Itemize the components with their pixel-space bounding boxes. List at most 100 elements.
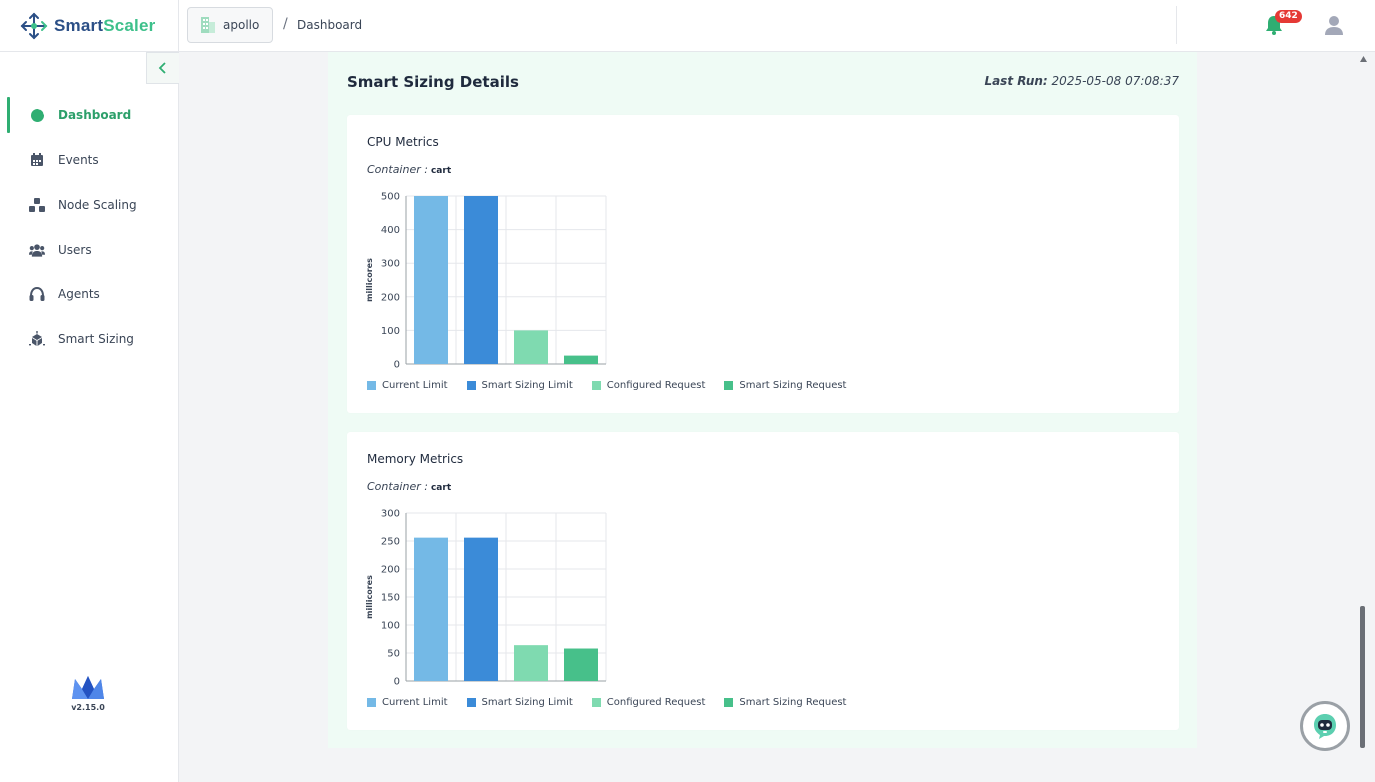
sidebar-item-label: Smart Sizing [58, 332, 134, 346]
page-scrollbar[interactable] [1360, 52, 1375, 782]
pie-chart-icon [29, 107, 45, 123]
last-run-label: Last Run: [984, 74, 1048, 88]
bar-smart-sizing-limit [464, 196, 498, 364]
bar-configured-request [514, 645, 548, 681]
scrollbar-thumb[interactable] [1360, 606, 1365, 748]
last-run-value: 2025-05-08 07:08:37 [1051, 74, 1179, 88]
sidebar-item-dashboard[interactable]: Dashboard [0, 97, 178, 133]
building-icon [201, 17, 215, 33]
header-divider [178, 0, 179, 52]
y-axis-label: millicores [365, 258, 374, 302]
legend-label: Current Limit [382, 380, 448, 391]
top-header: SmartScaler apollo / Dashboard 642 [0, 0, 1375, 52]
bar-configured-request [514, 330, 548, 364]
memory-chart-legend: Current Limit Smart Sizing Limit Configu… [367, 697, 865, 708]
bar-current-limit [414, 537, 448, 681]
sidebar-item-label: Events [58, 153, 99, 167]
calendar-icon [29, 152, 45, 168]
legend-swatch [724, 381, 734, 390]
legend-item-current-limit[interactable]: Current Limit [367, 697, 448, 708]
breadcrumb-current-page: Dashboard [297, 18, 363, 32]
app-version: v2.15.0 [71, 703, 105, 712]
sidebar: Dashboard Events Node Scaling Users Agen… [0, 52, 179, 782]
headset-icon [29, 286, 45, 302]
cluster-name: apollo [223, 18, 260, 32]
robot-chat-icon [1314, 714, 1336, 739]
cubes-icon [29, 197, 45, 213]
legend-item-smart-sizing-request[interactable]: Smart Sizing Request [724, 697, 846, 708]
last-run: Last Run: 2025-05-08 07:08:37 [900, 74, 1179, 88]
chatbot-button[interactable] [1300, 701, 1350, 751]
scroll-up-arrow-icon[interactable] [1360, 55, 1367, 63]
container-label: Container : [367, 163, 428, 176]
legend-swatch [466, 698, 476, 707]
sidebar-item-smart-sizing[interactable]: Smart Sizing [0, 321, 178, 357]
legend-label: Smart Sizing Limit [481, 697, 573, 708]
y-tick-label: 400 [381, 225, 400, 236]
header-divider-right [1176, 6, 1177, 44]
legend-item-smart-sizing-request[interactable]: Smart Sizing Request [724, 380, 846, 391]
legend-swatch [591, 381, 601, 390]
y-tick-label: 100 [381, 326, 400, 337]
smart-sizing-icon [29, 331, 45, 347]
bar-smart-sizing-limit [464, 537, 498, 681]
legend-swatch [367, 698, 376, 707]
container-value: cart [430, 483, 452, 493]
y-tick-label: 300 [381, 509, 400, 520]
memory-container-line: Container : cart [367, 480, 451, 493]
y-tick-label: 200 [381, 292, 400, 303]
sidebar-item-label: Agents [58, 287, 100, 301]
users-icon [29, 242, 45, 258]
legend-label: Smart Sizing Limit [481, 380, 573, 391]
memory-metrics-title: Memory Metrics [367, 452, 464, 466]
user-avatar-icon[interactable] [1323, 14, 1345, 36]
sidebar-collapse-button[interactable] [146, 52, 179, 84]
legend-label: Smart Sizing Request [739, 697, 847, 708]
y-tick-label: 100 [381, 621, 400, 632]
smartscaler-logo-icon [20, 12, 48, 40]
y-tick-label: 500 [381, 192, 400, 203]
sidebar-item-node-scaling[interactable]: Node Scaling [0, 187, 178, 223]
legend-item-smart-sizing-limit[interactable]: Smart Sizing Limit [466, 697, 573, 708]
sidebar-item-agents[interactable]: Agents [0, 276, 178, 312]
legend-label: Smart Sizing Request [739, 380, 847, 391]
legend-label: Configured Request [606, 380, 706, 391]
breadcrumb-separator: / [283, 16, 288, 32]
cpu-chart-legend: Current Limit Smart Sizing Limit Configu… [367, 380, 865, 391]
y-tick-label: 0 [394, 677, 400, 688]
cpu-metrics-card: CPU Metrics Container : cart 0 100 200 300 40… [347, 115, 1179, 413]
legend-label: Current Limit [382, 697, 448, 708]
y-tick-label: 0 [394, 360, 400, 371]
page-title: Smart Sizing Details [347, 73, 519, 91]
brand-part1: Smart [54, 16, 104, 35]
bar-current-limit [414, 196, 448, 364]
sidebar-item-label: Node Scaling [58, 198, 137, 212]
notification-badge: 642 [1275, 10, 1302, 23]
y-tick-label: 150 [381, 593, 400, 604]
memory-metrics-card: Memory Metrics Container : cart 0 50 100 150… [347, 432, 1179, 730]
cpu-container-line: Container : cart [367, 163, 451, 176]
legend-item-configured-request[interactable]: Configured Request [591, 697, 706, 708]
legend-swatch [466, 381, 476, 390]
container-value: cart [430, 166, 452, 176]
y-tick-label: 200 [381, 565, 400, 576]
crown-logo-icon [72, 676, 104, 699]
y-tick-label: 50 [387, 649, 400, 660]
sidebar-item-users[interactable]: Users [0, 232, 178, 268]
sidebar-item-label: Users [58, 243, 92, 257]
y-axis-label: millicores [365, 575, 374, 619]
container-label: Container : [367, 480, 428, 493]
legend-item-smart-sizing-limit[interactable]: Smart Sizing Limit [466, 380, 573, 391]
cpu-bar-chart: 0 100 200 300 400 500 millicores [365, 192, 607, 371]
cluster-selector-button[interactable]: apollo [187, 7, 273, 43]
sidebar-item-events[interactable]: Events [0, 142, 178, 178]
app-logo[interactable]: SmartScaler [20, 11, 155, 41]
legend-label: Configured Request [606, 697, 706, 708]
legend-item-current-limit[interactable]: Current Limit [367, 380, 448, 391]
legend-swatch [724, 698, 734, 707]
bar-smart-sizing-request [564, 648, 598, 681]
memory-bar-chart: 0 50 100 150 200 250 300 millicores [365, 509, 607, 688]
y-tick-label: 250 [381, 537, 400, 548]
legend-item-configured-request[interactable]: Configured Request [591, 380, 706, 391]
brand-part2: Scaler [103, 16, 156, 35]
